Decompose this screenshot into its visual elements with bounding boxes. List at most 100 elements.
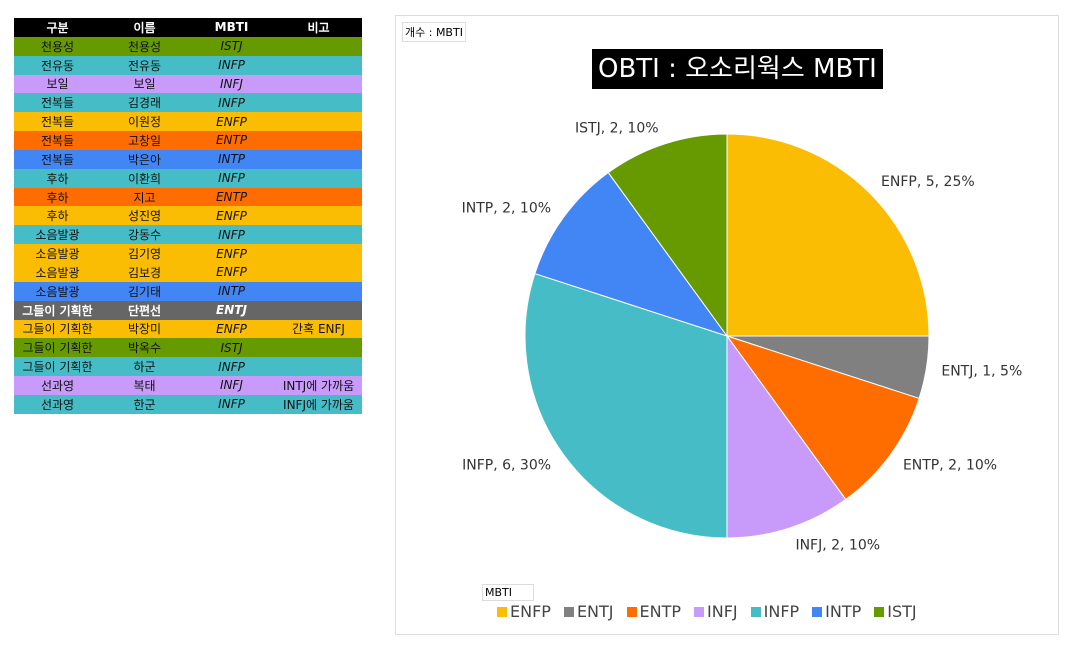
name-cell[interactable]: 보일 — [133, 77, 156, 92]
mbti-cell[interactable]: INTP — [217, 284, 246, 299]
group-cell[interactable]: 전유동 — [40, 58, 75, 73]
group-cell[interactable]: 소음발광 — [35, 228, 80, 243]
group-cell[interactable]: 선과영 — [40, 378, 75, 393]
pie-slice-infj[interactable] — [726, 334, 847, 539]
group-cell[interactable]: 그들이 기획한 — [22, 341, 93, 356]
mbti-cell[interactable]: INFJ — [220, 76, 243, 91]
group-cell[interactable]: 후하 — [46, 171, 69, 186]
chart-area[interactable] — [395, 15, 1059, 635]
group-cell[interactable]: 그들이 기획한 — [22, 360, 93, 375]
name-cell[interactable]: 한군 — [133, 397, 156, 412]
pie-slice-enfp[interactable] — [726, 133, 930, 337]
mbti-cell[interactable]: ENFP — [216, 246, 247, 261]
group-cell[interactable]: 소음발광 — [35, 284, 80, 299]
table-row: 천용성 천용성 ISTJ — [14, 36, 362, 56]
group-cell[interactable]: 소음발광 — [35, 247, 80, 262]
mbti-cell[interactable]: ENTP — [215, 190, 248, 205]
table-row: 소음발광 김보경 ENFP — [14, 262, 362, 282]
mbti-cell[interactable]: ENFP — [216, 265, 247, 280]
legend-item[interactable]: INFJ — [694, 602, 738, 621]
group-cell[interactable]: 후하 — [46, 190, 69, 205]
value-field-button[interactable]: 개수 : MBTI — [402, 22, 466, 42]
pie-slice-intp[interactable] — [534, 171, 729, 337]
table-row: 그들이 기획한 박옥수 ISTJ — [14, 338, 362, 358]
legend-field-button[interactable]: MBTI — [482, 584, 534, 601]
legend-swatch — [874, 607, 885, 617]
name-cell[interactable]: 박옥수 — [127, 341, 162, 356]
pie-slice-istj[interactable] — [607, 133, 728, 338]
legend-item[interactable]: ENTP — [626, 602, 682, 621]
table-row: 소음발광 김기영 ENFP — [14, 244, 362, 263]
chart-title: OBTI : 오소리웍스 MBTI — [592, 49, 883, 89]
data-label: ENTJ, 1, 5% — [941, 363, 1022, 379]
table-row: 그들이 기획한 하군 INFP — [14, 357, 362, 377]
note-cell[interactable]: INFJ에 가까움 — [283, 397, 354, 412]
column-header: 구분 — [14, 18, 101, 37]
mbti-cell[interactable]: INFP — [218, 95, 245, 110]
mbti-cell[interactable]: INTP — [217, 152, 246, 167]
group-cell[interactable]: 전복들 — [40, 115, 75, 130]
name-cell[interactable]: 성진영 — [127, 209, 162, 224]
name-cell[interactable]: 단편선 — [127, 303, 162, 318]
mbti-cell[interactable]: ENFP — [216, 321, 247, 336]
mbti-cell[interactable]: INFJ — [220, 378, 243, 393]
name-cell[interactable]: 김경래 — [127, 96, 162, 111]
legend-label: INTP — [825, 602, 862, 621]
mbti-cell[interactable]: ISTJ — [220, 39, 243, 54]
pie-slice-infp[interactable] — [524, 272, 728, 539]
note-cell[interactable]: INTJ에 가까움 — [282, 378, 355, 393]
name-cell[interactable]: 고창일 — [127, 133, 162, 148]
name-cell[interactable]: 김보경 — [127, 265, 162, 280]
pie-slice-entp[interactable] — [725, 335, 920, 501]
mbti-cell[interactable]: ENFP — [216, 114, 247, 129]
name-cell[interactable]: 이환희 — [127, 171, 162, 186]
name-cell[interactable]: 박은아 — [127, 152, 162, 167]
table-header: 구분 이름 MBTI 비고 — [14, 18, 362, 37]
legend-swatch — [497, 607, 507, 617]
name-cell[interactable]: 지고 — [133, 190, 156, 205]
note-cell[interactable]: 간혹 ENFJ — [292, 322, 345, 337]
name-cell[interactable]: 하군 — [133, 360, 156, 375]
mbti-cell[interactable]: INFP — [218, 227, 245, 242]
group-cell[interactable]: 전복들 — [40, 152, 75, 167]
legend-item[interactable]: ISTJ — [874, 602, 917, 621]
name-cell[interactable]: 강동수 — [127, 228, 162, 243]
legend-swatch — [812, 607, 823, 617]
table-row: 후하 지고 ENTP — [14, 187, 362, 207]
mbti-cell[interactable]: ENFP — [216, 208, 247, 223]
name-cell[interactable]: 이원정 — [127, 115, 162, 130]
group-cell[interactable]: 선과영 — [40, 397, 75, 412]
legend-label: ENFP — [510, 602, 551, 621]
group-cell[interactable]: 천용성 — [40, 39, 75, 54]
legend-item[interactable]: INTP — [812, 602, 861, 621]
mbti-cell[interactable]: INFP — [218, 359, 245, 374]
name-cell[interactable]: 박장미 — [127, 322, 162, 337]
mbti-cell[interactable]: INFP — [218, 171, 245, 186]
legend-item[interactable]: ENTJ — [563, 602, 614, 621]
group-cell[interactable]: 소음발광 — [35, 265, 80, 280]
table-row: 소음발광 김기태 INTP — [14, 281, 362, 301]
legend-swatch — [563, 607, 574, 617]
name-cell[interactable]: 복태 — [133, 378, 156, 393]
name-cell[interactable]: 전유동 — [127, 58, 162, 73]
group-cell[interactable]: 전복들 — [40, 96, 75, 111]
mbti-cell[interactable]: ISTJ — [220, 340, 243, 355]
legend-item[interactable]: ENFP — [497, 602, 551, 621]
mbti-cell[interactable]: ENTJ — [216, 303, 247, 318]
name-cell[interactable]: 김기영 — [127, 247, 162, 262]
legend-item[interactable]: INFP — [750, 602, 799, 621]
group-cell[interactable]: 후하 — [46, 209, 69, 224]
mbti-cell[interactable]: INFP — [218, 58, 245, 73]
group-cell[interactable]: 전복들 — [40, 133, 75, 148]
column-header: 이름 — [101, 18, 188, 37]
mbti-cell[interactable]: INFP — [218, 397, 245, 412]
group-cell[interactable]: 그들이 기획한 — [22, 303, 93, 318]
data-label: ENTP, 2, 10% — [903, 458, 997, 474]
mbti-cell[interactable]: ENTP — [215, 133, 248, 148]
name-cell[interactable]: 김기태 — [127, 284, 162, 299]
group-cell[interactable]: 보일 — [46, 77, 69, 92]
legend-label: ENTP — [639, 602, 682, 621]
name-cell[interactable]: 천용성 — [127, 39, 162, 54]
group-cell[interactable]: 그들이 기획한 — [22, 322, 93, 337]
